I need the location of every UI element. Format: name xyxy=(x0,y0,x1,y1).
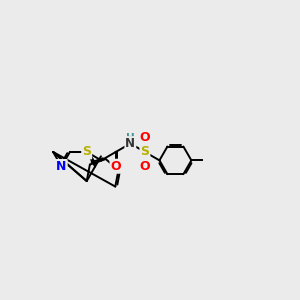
Text: O: O xyxy=(140,160,150,173)
Text: N: N xyxy=(125,137,135,150)
Text: N: N xyxy=(56,160,67,173)
Text: S: S xyxy=(140,146,149,158)
Text: S: S xyxy=(82,146,91,158)
Text: O: O xyxy=(110,160,121,173)
Text: H: H xyxy=(126,133,135,143)
Text: O: O xyxy=(140,131,150,144)
